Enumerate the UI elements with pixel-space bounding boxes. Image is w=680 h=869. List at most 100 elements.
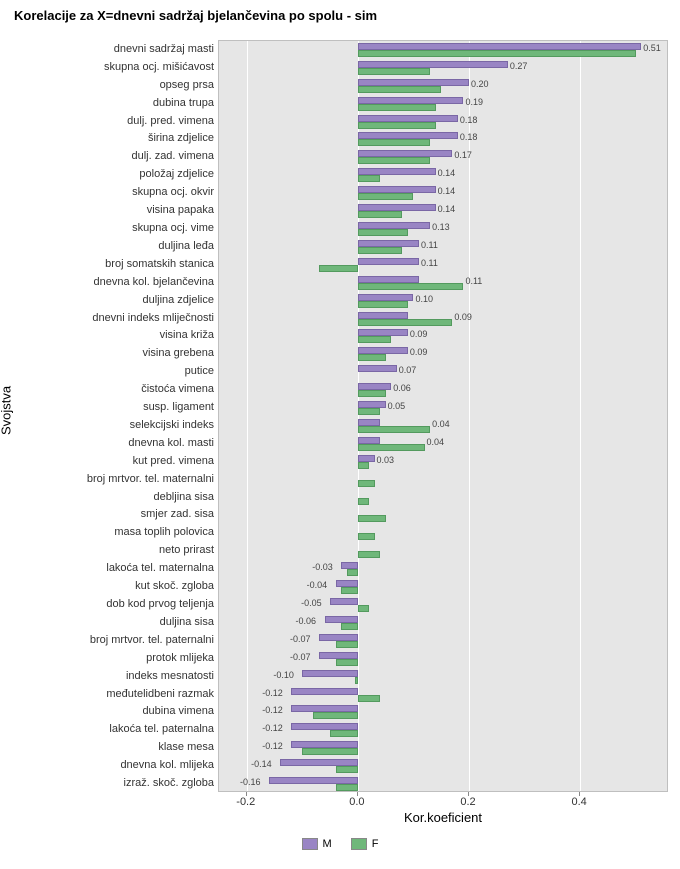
value-label: 0.10	[415, 295, 433, 304]
category-label: putice	[14, 365, 214, 377]
bar-f	[358, 695, 380, 702]
x-axis-title: Kor.koeficient	[218, 810, 668, 825]
value-label: 0.17	[454, 151, 472, 160]
bar-f	[355, 677, 358, 684]
value-label: 0.13	[432, 223, 450, 232]
bar-f	[336, 784, 358, 791]
bar-f	[358, 426, 430, 433]
legend-label-f: F	[372, 838, 379, 850]
bar-f	[341, 587, 358, 594]
bar-m	[358, 43, 641, 50]
bar-m	[358, 61, 508, 68]
value-label: 0.27	[510, 62, 528, 71]
bar-f	[358, 301, 408, 308]
category-label: visina križa	[14, 329, 214, 341]
bar-m	[358, 258, 419, 265]
legend-item-f: F	[351, 838, 379, 850]
bar-m	[358, 329, 408, 336]
category-label: dulj. pred. vimena	[14, 115, 214, 127]
chart-container: Korelacije za X=dnevni sadržaj bjelančev…	[0, 0, 680, 869]
value-label: 0.05	[388, 402, 406, 411]
category-label: duljina zdjelice	[14, 294, 214, 306]
category-label: broj somatskih stanica	[14, 258, 214, 270]
bar-m	[358, 294, 414, 301]
bar-f	[358, 50, 636, 57]
category-label: broj mrtvor. tel. maternalni	[14, 473, 214, 485]
bar-m	[358, 115, 458, 122]
bar-m	[358, 419, 380, 426]
bar-f	[358, 480, 375, 487]
bar-m	[358, 222, 430, 229]
value-label: -0.12	[262, 689, 283, 698]
x-tick-label: 0.2	[460, 796, 475, 808]
bar-f	[358, 122, 436, 129]
legend-item-m: M	[302, 838, 332, 850]
bar-m	[358, 455, 375, 462]
bar-f	[302, 748, 358, 755]
bar-f	[358, 498, 369, 505]
bar-f	[358, 247, 402, 254]
value-label: 0.11	[421, 259, 438, 268]
bar-m	[358, 347, 408, 354]
value-label: -0.10	[273, 671, 294, 680]
value-label: 0.14	[438, 205, 456, 214]
bar-m	[358, 204, 436, 211]
bar-m	[358, 186, 436, 193]
legend-swatch-m	[302, 838, 318, 850]
value-label: 0.03	[377, 456, 395, 465]
value-label: 0.09	[454, 313, 472, 322]
value-label: 0.18	[460, 133, 478, 142]
bar-f	[358, 319, 452, 326]
category-label: dubina trupa	[14, 97, 214, 109]
bar-f	[347, 569, 358, 576]
grid-line	[247, 41, 248, 791]
bar-f	[358, 605, 369, 612]
value-label: 0.11	[465, 277, 482, 286]
category-label: lakoća tel. maternalna	[14, 562, 214, 574]
category-label: kut pred. vimena	[14, 455, 214, 467]
category-label: visina papaka	[14, 204, 214, 216]
y-axis-title: Svojstva	[0, 385, 14, 434]
bar-m	[341, 562, 358, 569]
grid-line	[580, 41, 581, 791]
category-label: dnevna kol. masti	[14, 437, 214, 449]
category-label: međutelidbeni razmak	[14, 688, 214, 700]
value-label: 0.20	[471, 80, 489, 89]
bar-m	[358, 365, 397, 372]
value-label: 0.06	[393, 384, 411, 393]
bar-f	[358, 211, 402, 218]
value-label: -0.03	[312, 563, 333, 572]
category-label: debljina sisa	[14, 491, 214, 503]
bar-f	[358, 68, 430, 75]
value-label: 0.09	[410, 330, 428, 339]
bar-m	[291, 688, 358, 695]
legend-label-m: M	[323, 838, 332, 850]
category-label: neto prirast	[14, 544, 214, 556]
x-tick-label: 0.0	[349, 796, 364, 808]
bar-m	[291, 723, 358, 730]
category-label: dnevna kol. mlijeka	[14, 759, 214, 771]
category-label: duljina sisa	[14, 616, 214, 628]
chart-title: Korelacije za X=dnevni sadržaj bjelančev…	[14, 8, 377, 23]
value-label: -0.12	[262, 706, 283, 715]
category-label: izraž. skoč. zgloba	[14, 777, 214, 789]
category-label: kut skoč. zgloba	[14, 580, 214, 592]
category-label: protok mlijeka	[14, 652, 214, 664]
bar-f	[358, 354, 386, 361]
category-label: položaj zdjelice	[14, 168, 214, 180]
value-label: -0.07	[290, 653, 311, 662]
bar-m	[336, 580, 358, 587]
value-label: 0.04	[427, 438, 445, 447]
bar-f	[358, 551, 380, 558]
category-label: dnevni indeks mliječnosti	[14, 312, 214, 324]
category-label: masa toplih polovica	[14, 526, 214, 538]
bar-m	[330, 598, 358, 605]
category-label: smjer zad. sisa	[14, 508, 214, 520]
bar-f	[358, 390, 386, 397]
category-label: skupna ocj. vime	[14, 222, 214, 234]
bar-m	[269, 777, 358, 784]
bar-f	[358, 408, 380, 415]
category-label: skupna ocj. okvir	[14, 186, 214, 198]
category-label: visina grebena	[14, 347, 214, 359]
category-label: klase mesa	[14, 741, 214, 753]
